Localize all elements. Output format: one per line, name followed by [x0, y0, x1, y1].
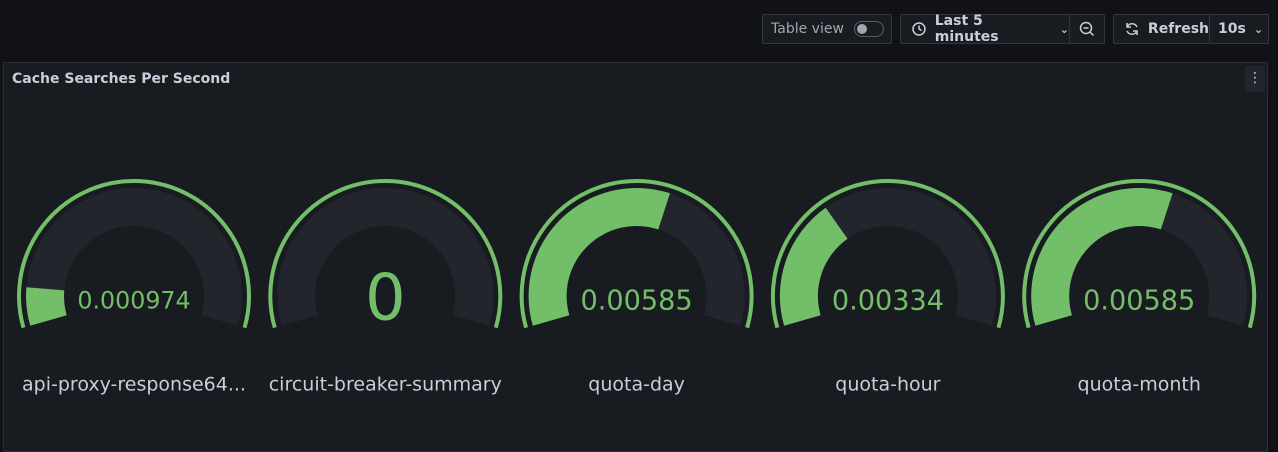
page: Table view Last 5 minutes ⌄ Refresh 10s … [3, 13, 1269, 452]
gauge-label: api-proxy-response64... [22, 374, 246, 396]
switch [853, 21, 884, 37]
refresh-label: Refresh [1147, 21, 1209, 37]
threshold-ring [268, 179, 503, 329]
table-view-label: Table view [771, 21, 844, 37]
gauge-fill [25, 287, 67, 326]
clock-icon [912, 22, 926, 36]
gauge-label: circuit-breaker-summary [269, 374, 502, 396]
table-view-toggle[interactable]: Table view [762, 14, 892, 44]
zoom-icon [1079, 21, 1095, 37]
refresh-button[interactable]: Refresh [1113, 14, 1210, 44]
gauge-value: 0.00585 [581, 286, 693, 317]
gauge-fill [779, 207, 848, 326]
gauge-value: 0.00334 [832, 286, 944, 317]
interval-picker[interactable]: 10s ⌄ [1209, 14, 1269, 44]
gauge-fill [528, 187, 671, 326]
gauge-value: 0.000974 [77, 287, 190, 315]
zoom-out[interactable] [1069, 14, 1105, 44]
gauge-label: quota-month [1078, 374, 1201, 396]
gauge-track [277, 188, 494, 326]
time-range: Last 5 minutes [934, 13, 999, 45]
refresh-icon [1126, 23, 1138, 35]
gauge-label: quota-hour [835, 374, 940, 396]
time-picker[interactable]: Last 5 minutes ⌄ [900, 13, 1070, 45]
panel: Cache Searches Per Second ⋮ 0.000974 api-… [3, 62, 1268, 452]
threshold-ring [17, 179, 251, 329]
threshold-ring [519, 179, 754, 329]
threshold-ring [1022, 179, 1257, 329]
gauge-label: quota-day [588, 374, 685, 396]
gauge-track [25, 187, 243, 326]
panel-title: Cache Searches Per Second [12, 71, 231, 87]
gauge-value: 0.00585 [1083, 286, 1195, 317]
gauges: 0.000974 api-proxy-response64... 0 circuit-… [17, 179, 1257, 396]
threshold-ring [770, 179, 1005, 329]
interval-label: 10s [1218, 21, 1246, 37]
panel-menu[interactable]: ⋮ [1245, 66, 1265, 92]
gauge-fill [1031, 187, 1173, 326]
gauge-value: 0 [365, 262, 406, 336]
